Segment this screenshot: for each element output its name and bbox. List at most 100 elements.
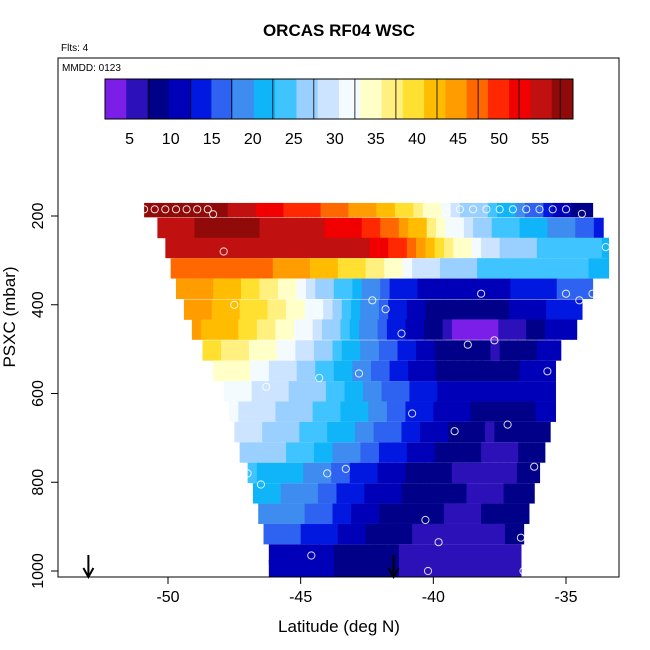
heatmap-cell [295,299,306,320]
heatmap-cell [244,258,255,279]
observation-point [397,329,406,338]
heatmap-cell [508,340,519,361]
heatmap-cell [247,462,258,484]
heatmap-cell [510,217,521,239]
heatmap-cell [396,401,407,422]
observation-point [203,205,212,214]
heatmap-cell [534,202,545,218]
heatmap-cell [414,401,425,422]
heatmap-cell [333,544,344,565]
observation-point [307,551,316,560]
heatmap-cell [516,319,527,340]
heatmap-cell [374,258,385,279]
heatmap-cell [305,559,316,577]
heatmap-cell [425,340,436,361]
heatmap-cell [240,217,251,239]
heatmap-cell [408,544,419,565]
heatmap-cell [171,202,182,218]
heatmap-cell [490,340,501,361]
heatmap-cell [417,559,428,577]
heatmap-cell [271,483,282,504]
y-axis-label: PSXC (mbar) [0,266,19,367]
heatmap-cell [247,319,258,340]
observation-point [495,205,504,214]
heatmap-cell [434,503,445,524]
heatmap-cell [332,442,343,463]
heatmap-cell [282,258,292,279]
observation-point [503,420,512,429]
heatmap-cell [360,237,371,259]
heatmap-cell [556,217,567,239]
heatmap-cell [294,319,304,340]
heatmap-cell [258,340,269,361]
heatmap-cell [274,202,285,218]
colorbar-tick-labels: 5 10 15 20 25 30 35 40 45 50 55 [125,131,549,148]
heatmap-cell [435,559,446,577]
heatmap-cell [369,340,380,361]
heatmap-cell [239,299,250,320]
heatmap-row [229,401,556,422]
heatmap-cell [435,360,446,382]
heatmap-cell [592,237,603,259]
heatmap-cell [426,544,437,565]
observation-point [516,533,526,542]
heatmap-cell [259,217,270,239]
heatmap-cell [454,544,465,565]
heatmap-cell [227,202,238,218]
heatmap-cell [341,237,352,259]
y-tick-label: 400 [30,291,47,318]
heatmap-cell [551,258,562,279]
heatmap-cell [511,381,522,402]
colorbar-swatch [275,79,297,119]
heatmap-cell [263,523,274,545]
heatmap-cell [304,503,315,524]
heatmap-cell [356,523,367,545]
heatmap-cell [433,319,444,340]
heatmap-cell [222,278,233,299]
heatmap-cell [518,442,529,463]
heatmap-cell [183,299,194,320]
heatmap-cell [428,381,438,402]
heatmap-cell [286,299,296,320]
heatmap-cell [571,202,582,218]
heatmap-cell [463,278,474,299]
heatmap-cell [332,237,343,259]
heatmap-cell [332,340,343,361]
heatmap-cell [369,503,380,524]
heatmap-row [202,340,562,361]
heatmap-cell [435,544,446,565]
observation-point [434,538,443,547]
heatmap-cell [554,401,556,422]
heatmap-cell [324,278,335,299]
heatmap-cell [364,483,375,504]
heatmap-cell [377,319,388,340]
colorbar-swatch [360,79,382,119]
heatmap-cell [486,523,497,545]
heatmap-cell [378,503,389,524]
heatmap-cell [435,278,446,299]
heatmap-cell [516,462,527,484]
heatmap-cell [562,202,572,218]
heatmap-cell [278,360,288,382]
heatmap-cell [360,503,371,524]
heatmap-cell [430,258,441,279]
heatmap-cell [398,278,409,299]
heatmap-cell [262,421,273,443]
heatmap-cell [432,202,442,218]
heatmap-cell [498,462,509,484]
heatmap-cell [256,319,267,340]
heatmap-cell [378,340,389,361]
heatmap-cell [353,381,364,402]
heatmap-cell [486,258,497,279]
x-axis-label: Latitude (deg N) [278,617,400,636]
heatmap-cell [392,483,403,504]
heatmap-cell [181,202,192,218]
heatmap-cell [493,381,503,402]
heatmap-cell [531,483,535,504]
heatmap-cell [325,381,336,402]
heatmap-cell [315,559,326,577]
heatmap-cell [514,258,525,279]
heatmap-cell [473,559,484,577]
heatmap-cell [323,442,334,463]
heatmap-row [239,442,546,463]
